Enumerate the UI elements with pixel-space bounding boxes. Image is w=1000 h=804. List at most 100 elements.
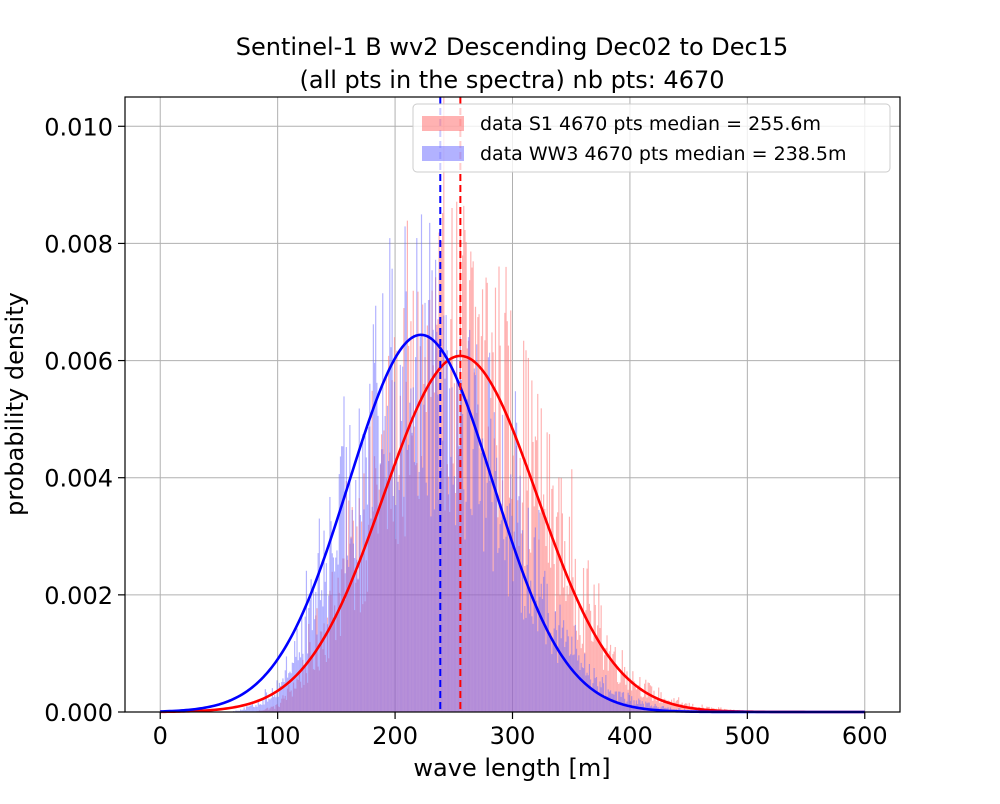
histogram-bar [604,697,605,712]
histogram-bar [460,337,461,712]
histogram-bar [570,654,571,712]
histogram-bar [537,631,538,712]
histogram-bar [320,600,321,712]
histogram-bar [390,347,391,712]
histogram-bar [311,579,312,712]
histogram-bar [399,490,400,712]
histogram-bar [444,379,445,712]
histogram-bar [568,636,569,712]
histogram-bar [623,692,624,712]
histogram-bar [453,485,454,712]
histogram-bar [332,553,333,712]
histogram-bar [386,478,387,712]
histogram-bar [508,596,509,712]
histogram-bar [409,403,410,712]
histogram-bar [534,537,535,712]
x-tick-label: 200 [372,722,418,750]
x-axis-label: wave length [m] [413,754,610,782]
histogram-bar [447,350,448,712]
histogram-bar [547,584,548,712]
histogram-bar [435,260,436,712]
histogram-bar [491,502,492,712]
histogram-bar [333,557,334,712]
legend-swatch-s1 [422,116,464,131]
histogram-bar [335,558,336,712]
histogram-bar [596,677,597,712]
histogram-bar [354,558,355,712]
histogram-bar [549,636,550,712]
histogram-bar [628,693,629,712]
histogram-bar [583,668,584,712]
histogram-bar [369,384,370,712]
histogram-bar [312,630,313,712]
histogram-bar [342,446,343,712]
histogram-bar [401,421,402,712]
histogram-bar [638,699,639,712]
histogram-bar [464,540,465,712]
histogram-bar [350,538,351,712]
histogram-bar [396,461,397,712]
histogram-bar [244,707,245,712]
histogram-bar [611,694,612,712]
histogram-bar [259,705,260,712]
histogram-bar [558,625,559,712]
histogram-bar [559,605,560,712]
x-tick-label: 300 [490,722,536,750]
histogram-bar [268,699,269,712]
histogram-bar [428,300,429,712]
histogram-bar [260,704,261,712]
histogram-bar [518,496,519,712]
legend: data S1 4670 pts median = 255.6m data WW… [413,104,890,172]
histogram-bar [429,223,430,712]
histogram-bar [271,698,272,712]
histogram-bar [267,702,268,712]
histogram-bar [468,337,469,712]
histogram-bar [334,572,335,712]
histogram-bar [467,400,468,712]
histogram-bar [408,445,409,712]
x-tick-label: 400 [607,722,653,750]
histogram-bar [289,672,290,712]
histogram-bar [454,476,455,712]
histogram-bar [316,635,317,712]
histogram-bar [394,382,395,712]
histogram-bar [252,704,253,712]
histogram-bar [366,457,367,712]
histogram-bar [273,697,274,712]
histogram-bar [276,680,277,712]
histogram-bar [313,590,314,712]
histogram-bar [502,415,503,712]
histogram-bar [562,628,563,712]
histogram-bar [597,686,598,712]
histogram-bar [443,316,444,712]
histogram-bar [329,497,330,712]
histogram-bar [246,706,247,712]
histogram-bar [448,494,449,712]
histogram-bar [613,695,614,712]
histogram-bar [352,510,353,712]
histogram-bar [372,507,373,712]
histogram-bar [257,707,258,712]
histogram-bar [598,693,599,712]
histogram-bar [609,692,610,712]
histogram-bar [326,563,327,712]
histogram-bar [417,496,418,712]
histogram-bar [450,457,451,712]
histogram-bar [576,649,577,712]
histogram-bar [550,633,551,712]
histogram-bar [505,537,506,712]
histogram-bar [413,387,414,712]
histogram-bar [247,706,248,712]
histogram-bar [585,676,586,712]
histogram-bar [493,571,494,712]
histogram-bar [503,539,504,712]
histogram-bar [362,434,363,712]
histogram-bar [488,357,489,712]
histogram-bar [299,652,300,712]
histogram-bar [555,611,556,712]
histogram-bar [370,519,371,712]
histogram-bar [599,681,600,712]
histogram-bar [434,509,435,712]
histogram-bar [266,692,267,712]
